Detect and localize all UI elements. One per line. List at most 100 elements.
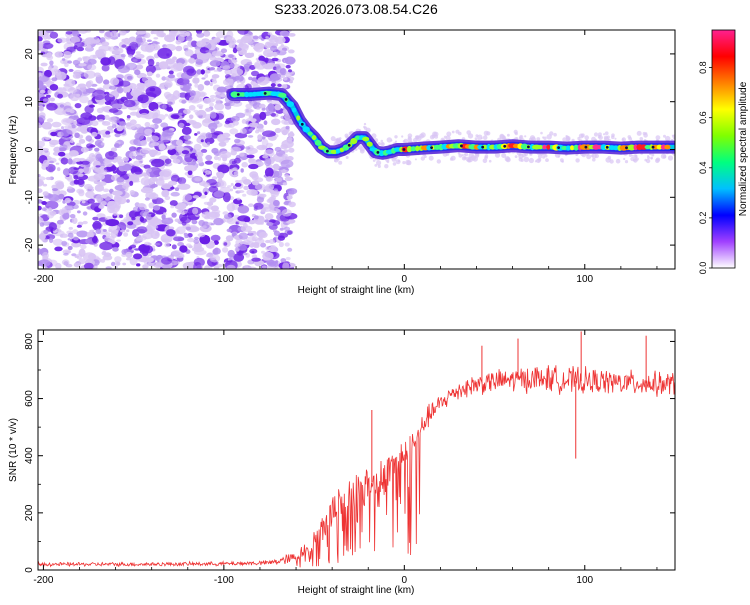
noise-speckle <box>283 226 291 231</box>
noise-speckle <box>46 102 58 111</box>
noise-speckle <box>203 30 211 37</box>
noise-speckle <box>60 157 69 165</box>
spectrogram-y-axis: 20 10 0 -10 -20 <box>24 48 675 252</box>
noise-speckle <box>87 186 94 190</box>
x-tick-label: -100 <box>214 575 234 586</box>
ridge-dot <box>557 146 560 150</box>
noise-speckle <box>139 210 149 217</box>
noise-speckle <box>272 51 278 58</box>
noise-speckle <box>233 171 239 176</box>
noise-speckle <box>79 124 89 134</box>
ridge-haze <box>386 137 392 143</box>
ridge-haze <box>474 137 478 141</box>
snr-panel: -200 -100 0 100 0 200 400 600 800 Height of str… <box>8 329 676 596</box>
noise-speckle <box>196 131 201 135</box>
noise-speckle <box>80 160 90 165</box>
snr-y-axis-label: SNR (10 * v/v) <box>8 418 19 482</box>
noise-speckle <box>73 236 79 241</box>
noise-speckle <box>78 138 86 144</box>
ridge-blob <box>520 143 529 150</box>
noise-speckle <box>41 201 47 205</box>
noise-speckle <box>175 62 184 72</box>
ridge-haze <box>540 131 543 135</box>
noise-speckle <box>216 171 224 179</box>
noise-speckle <box>67 245 73 251</box>
noise-speckle <box>158 61 169 70</box>
noise-speckle <box>287 132 295 138</box>
noise-speckle <box>237 190 245 193</box>
ridge-haze <box>477 134 483 140</box>
ridge-haze <box>530 136 537 142</box>
noise-speckle <box>136 226 148 234</box>
noise-speckle <box>242 179 252 185</box>
ridge-haze <box>615 158 621 164</box>
noise-speckle <box>285 64 291 69</box>
ridge-haze <box>650 156 653 160</box>
ridge-blob <box>532 144 541 150</box>
ridge-haze <box>376 160 382 166</box>
noise-speckle <box>100 142 105 146</box>
snr-spikes <box>371 331 647 482</box>
noise-speckle <box>154 232 160 237</box>
noise-speckle <box>196 32 205 38</box>
noise-speckle <box>103 31 113 40</box>
noise-speckle <box>154 242 161 246</box>
noise-speckle <box>220 94 226 98</box>
noise-speckle <box>94 139 103 147</box>
noise-speckle <box>215 31 226 39</box>
noise-speckle <box>214 37 221 43</box>
noise-speckle <box>38 115 46 122</box>
noise-speckle <box>191 219 198 225</box>
noise-speckle <box>275 260 279 264</box>
noise-speckle <box>203 70 211 74</box>
noise-speckle <box>104 161 113 168</box>
noise-speckle <box>114 265 118 269</box>
noise-speckle <box>209 82 213 87</box>
noise-speckle <box>42 191 49 196</box>
noise-speckle <box>188 224 198 232</box>
ridge-blob <box>307 131 313 136</box>
ridge-haze <box>467 133 474 139</box>
ridge-haze <box>458 131 462 136</box>
noise-speckle <box>254 183 266 191</box>
noise-speckle <box>207 205 214 210</box>
noise-speckle <box>257 134 263 141</box>
noise-speckle <box>277 83 282 87</box>
noise-speckle <box>187 238 195 243</box>
noise-speckle <box>188 114 194 120</box>
noise-speckle <box>179 30 187 33</box>
ridge-haze <box>494 152 501 158</box>
noise-speckle <box>268 246 277 253</box>
noise-speckle <box>236 43 249 52</box>
noise-speckle <box>278 241 284 248</box>
ridge-haze <box>338 160 343 165</box>
ridge-haze <box>381 142 384 145</box>
noise-speckle <box>56 71 67 81</box>
noise-speckle <box>151 183 158 188</box>
noise-speckle <box>186 68 197 76</box>
ridge-blob <box>415 145 420 152</box>
noise-speckle <box>141 147 152 154</box>
noise-speckle <box>285 256 291 261</box>
noise-speckle <box>145 168 152 173</box>
ridge-dot <box>503 144 507 148</box>
noise-speckle <box>210 223 215 226</box>
noise-speckle <box>112 247 119 252</box>
noise-speckle <box>139 216 145 222</box>
noise-speckle <box>252 102 262 110</box>
noise-speckle <box>224 120 231 125</box>
ridge-haze <box>536 137 541 141</box>
ridge-haze <box>345 156 349 159</box>
noise-speckle <box>273 230 280 237</box>
noise-speckle <box>263 120 268 125</box>
ridge-haze <box>463 156 467 160</box>
noise-speckle <box>59 104 65 108</box>
ridge-haze <box>586 154 592 160</box>
noise-speckle <box>95 165 101 168</box>
noise-speckle <box>67 177 73 182</box>
noise-speckle <box>172 158 181 164</box>
noise-speckle <box>112 229 119 235</box>
noise-speckle <box>48 194 60 202</box>
noise-speckle <box>205 154 213 161</box>
